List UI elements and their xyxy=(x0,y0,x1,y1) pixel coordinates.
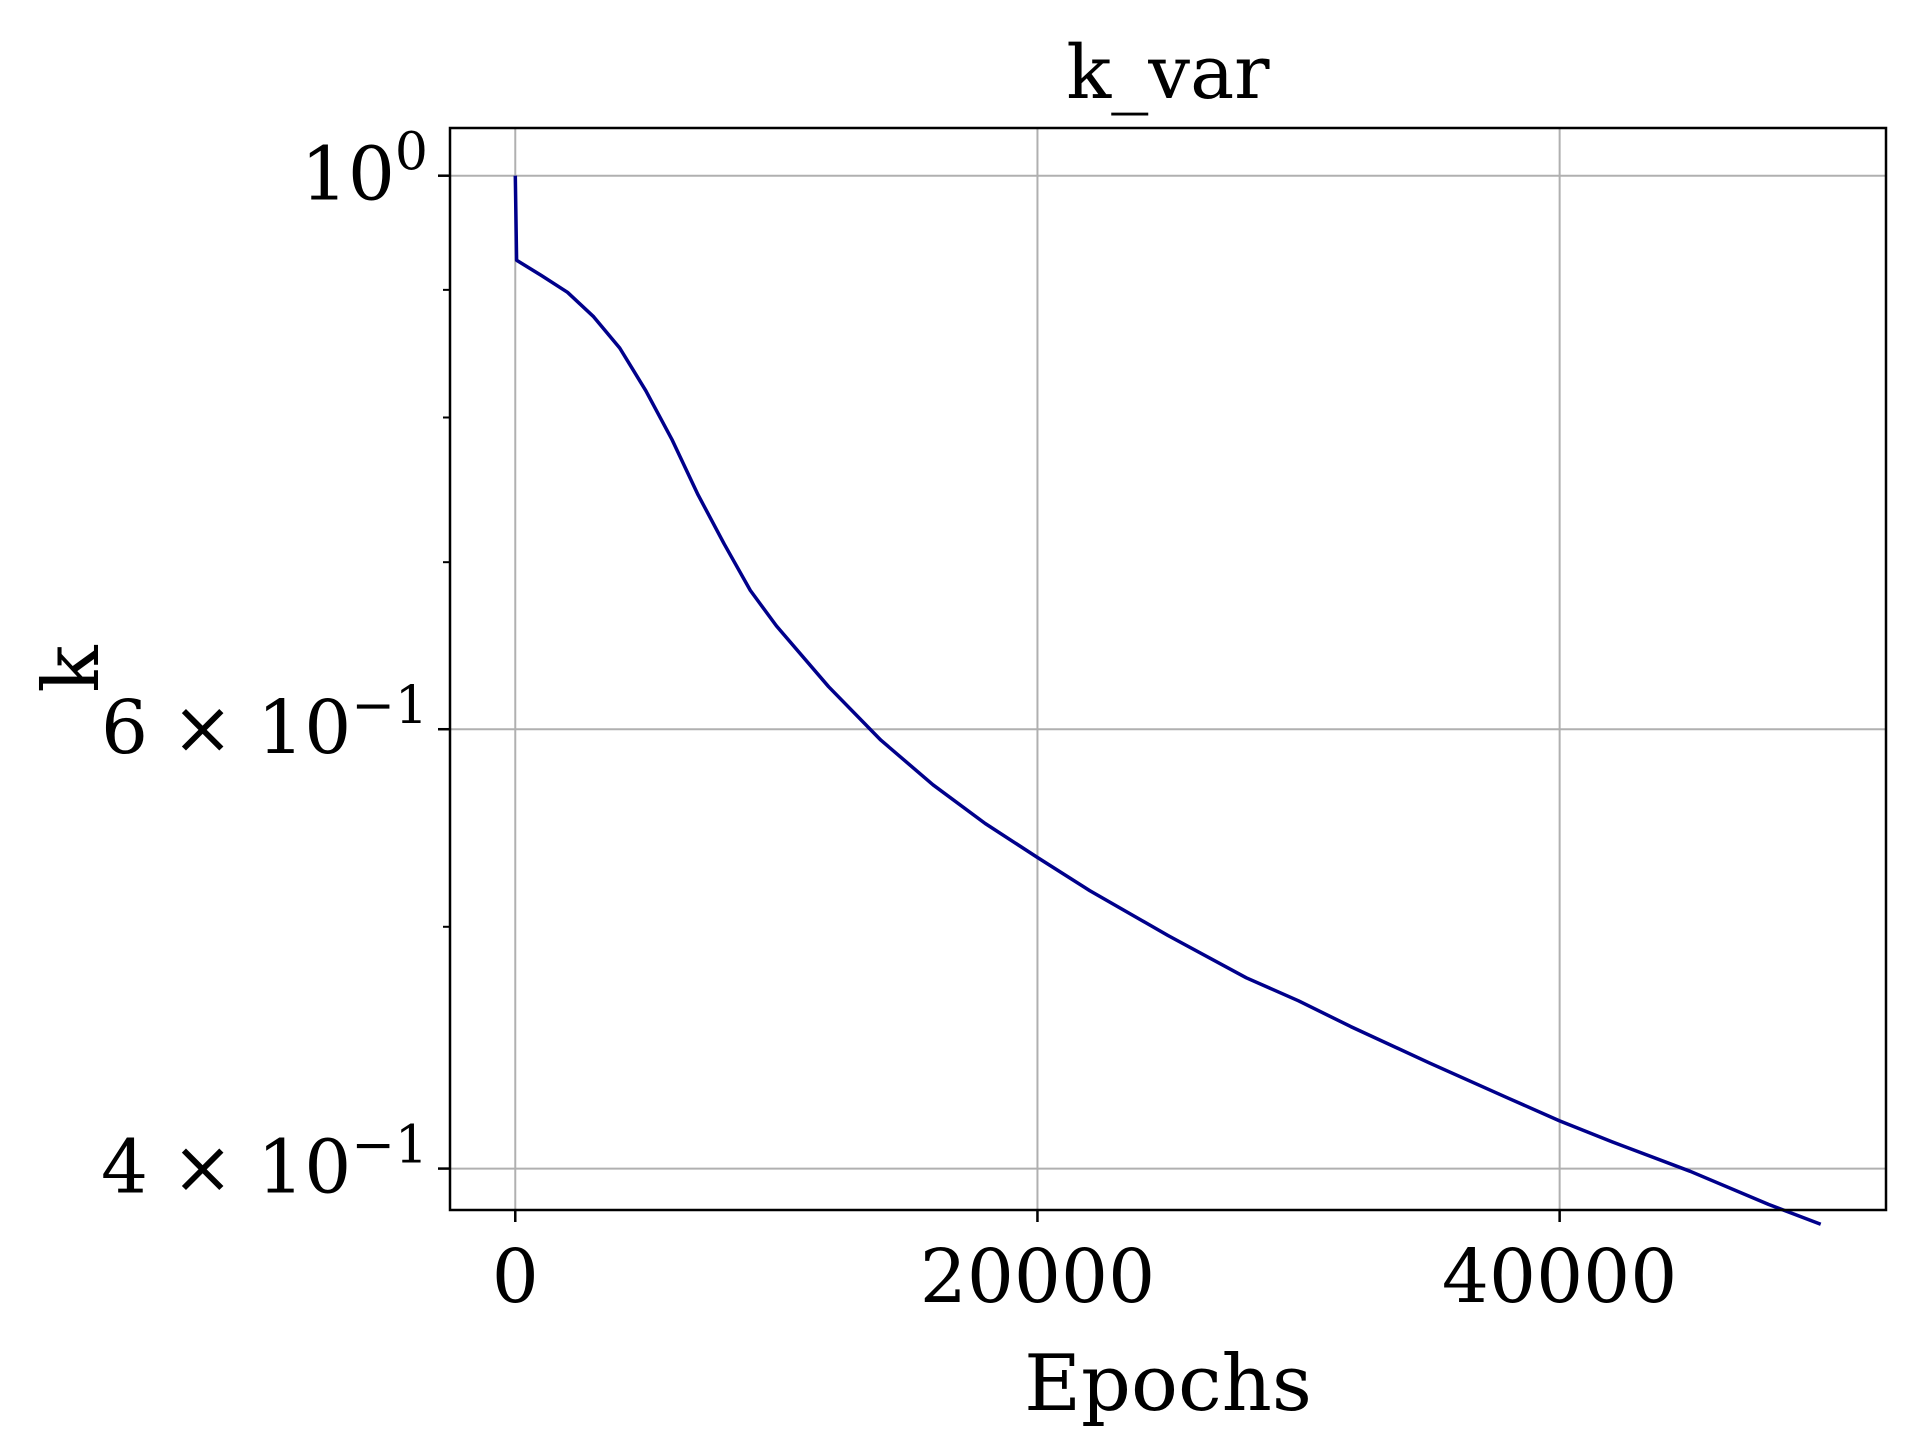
grid xyxy=(450,128,1886,1210)
y-tick-mantissa: 4 × xyxy=(101,1125,257,1211)
series-line xyxy=(513,175,1822,1226)
series-layer xyxy=(513,175,1822,1226)
y-tick-label: 4 × 10−1 xyxy=(101,1116,428,1211)
y-tick-exponent: 0 xyxy=(395,123,428,183)
plot-frame xyxy=(448,126,1888,1212)
x-tick-label: 0 xyxy=(492,1234,539,1320)
y-tick-mantissa: 6 × xyxy=(101,685,257,771)
ticks xyxy=(438,174,1561,1222)
y-tick-base: 10 xyxy=(301,132,395,218)
y-tick-exponent: −1 xyxy=(351,1116,428,1176)
y-axis-label: k xyxy=(27,645,117,693)
y-tick-base: 10 xyxy=(257,685,351,771)
y-tick-label: 100 xyxy=(301,123,428,218)
chart-title: k_var xyxy=(1066,30,1270,116)
x-tick-label: 40000 xyxy=(1442,1234,1677,1320)
y-tick-label: 6 × 10−1 xyxy=(101,676,428,771)
y-tick-base: 10 xyxy=(257,1125,351,1211)
x-tick-label: 20000 xyxy=(920,1234,1155,1320)
x-axis-label: Epochs xyxy=(1024,1339,1312,1429)
y-tick-exponent: −1 xyxy=(351,676,428,736)
